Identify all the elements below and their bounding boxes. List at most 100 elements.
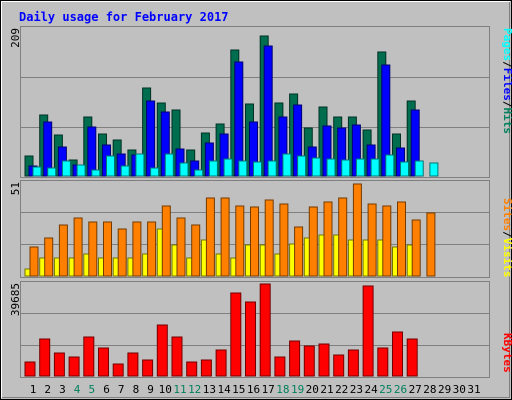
panel-visits-sites-bars: [24, 183, 436, 277]
bar-kbytes-day-3: [53, 352, 65, 377]
bar-sites-day-12: [191, 224, 201, 277]
ylabel-hits: Hits: [501, 108, 512, 135]
x-tick-label-26: 26: [394, 383, 407, 396]
bar-kbytes-day-13: [200, 359, 212, 377]
x-tick-label-5: 5: [88, 383, 95, 396]
bar-pages-day-9: [150, 167, 160, 177]
bar-pages-day-6: [106, 155, 115, 177]
bar-sites-day-13: [205, 197, 215, 277]
panel-hits-files-pages-ylabel: Pages/Files/Hits: [501, 28, 512, 134]
bar-kbytes-day-21: [318, 343, 330, 377]
bar-pages-day-3: [61, 160, 71, 177]
bar-sites-day-11: [176, 217, 186, 277]
bar-kbytes-day-15: [230, 292, 242, 377]
panel-kbytes-ymax: 39685: [9, 283, 22, 316]
bar-kbytes-day-27: [406, 338, 418, 377]
bar-sites-day-20: [308, 206, 318, 277]
bar-pages-day-12: [194, 169, 204, 177]
x-tick-label-30: 30: [453, 383, 466, 396]
bar-sites-day-18: [279, 203, 289, 277]
bar-pages-day-1: [32, 166, 42, 177]
bar-pages-day-18: [282, 153, 292, 177]
bar-kbytes-day-26: [392, 331, 403, 377]
chart-title: Daily usage for February 2017: [19, 10, 229, 24]
bar-sites-day-10: [161, 205, 171, 277]
bar-sites-day-4: [73, 217, 83, 277]
bar-pages-day-26: [400, 161, 409, 177]
x-tick-label-27: 27: [409, 383, 422, 396]
bar-kbytes-day-24: [362, 285, 374, 377]
bar-pages-day-23: [355, 158, 365, 177]
bar-kbytes-day-11: [171, 336, 183, 377]
x-tick-label-14: 14: [217, 383, 231, 396]
x-tick-label-16: 16: [247, 383, 260, 396]
panel-hits-files-pages-bars: [24, 35, 439, 177]
bar-files-day-15: [234, 61, 244, 177]
ylabel-sep-3: /: [501, 231, 512, 238]
bar-sites-day-3: [58, 224, 68, 277]
bar-pages-day-25: [385, 154, 395, 177]
bar-pages-day-13: [208, 160, 218, 177]
panel-kbytes-bars: [24, 283, 418, 377]
bar-pages-day-10: [164, 153, 174, 177]
bar-pages-day-11: [179, 162, 189, 177]
bar-sites-day-17: [264, 199, 274, 277]
x-tick-label-23: 23: [350, 383, 363, 396]
bar-kbytes-day-25: [377, 347, 389, 377]
bar-kbytes-day-14: [215, 349, 227, 377]
bar-pages-day-2: [47, 167, 57, 177]
bar-files-day-9: [146, 100, 156, 177]
x-tick-label-10: 10: [159, 383, 172, 396]
bar-pages-day-4: [76, 164, 86, 177]
bar-pages-day-27: [414, 160, 424, 177]
ylabel-sites: Sites: [501, 198, 512, 231]
x-tick-label-17: 17: [262, 383, 275, 396]
x-tick-label-20: 20: [306, 383, 319, 396]
x-tick-label-18: 18: [276, 383, 289, 396]
bar-pages-day-7: [120, 165, 130, 177]
bar-kbytes-day-18: [274, 356, 286, 377]
x-tick-label-2: 2: [44, 383, 51, 396]
bar-kbytes-day-19: [289, 340, 301, 377]
x-tick-label-11: 11: [173, 383, 186, 396]
panel-visits-sites: 51 Sites/Visits: [9, 180, 512, 278]
x-tick-label-3: 3: [59, 383, 66, 396]
bar-pages-day-15: [238, 160, 248, 177]
bar-pages-day-22: [341, 159, 351, 177]
x-tick-label-29: 29: [438, 383, 451, 396]
bar-sites-day-9: [147, 221, 157, 277]
bar-pages-day-5: [91, 169, 101, 177]
ylabel-files: Files: [501, 68, 512, 101]
bar-pages-day-19: [297, 155, 307, 177]
bar-kbytes-day-2: [39, 338, 51, 377]
x-tick-label-28: 28: [423, 383, 436, 396]
bar-pages-day-21: [326, 158, 336, 177]
bar-sites-day-24: [367, 203, 377, 277]
bar-pages-day-24: [370, 158, 380, 177]
x-tick-label-15: 15: [232, 383, 245, 396]
bar-kbytes-day-20: [303, 345, 315, 377]
x-axis-labels: 1 2 3 4 5 6 7 8 9 10 11 12 13 14 15 16 17 18 19 20 21 22 23 24 2…: [30, 383, 481, 396]
x-tick-label-13: 13: [203, 383, 216, 396]
ylabel-sep-1: /: [501, 61, 512, 68]
bar-pages-day-16: [253, 161, 262, 177]
bar-sites-day-14: [220, 197, 230, 277]
panel-hits-files-pages-ymax: 209: [9, 28, 22, 48]
x-tick-label-22: 22: [335, 383, 348, 396]
panel-kbytes-ylabel: KBytes: [501, 333, 512, 373]
ylabel-visits: Visits: [501, 238, 512, 278]
x-tick-label-9: 9: [147, 383, 154, 396]
bar-kbytes-day-22: [333, 354, 345, 377]
bar-sites-day-22: [338, 197, 348, 277]
bar-kbytes-day-5: [83, 336, 95, 377]
bar-sites-day-1: [29, 246, 39, 277]
bar-pages-day-28: [429, 162, 439, 177]
x-tick-label-6: 6: [103, 383, 110, 396]
x-tick-label-1: 1: [30, 383, 37, 396]
bar-kbytes-day-9: [142, 359, 154, 377]
bar-kbytes-day-10: [156, 324, 168, 377]
bar-sites-day-2: [44, 237, 54, 277]
bar-pages-day-14: [223, 158, 233, 177]
bar-kbytes-day-16: [245, 301, 256, 377]
ylabel-pages: Pages: [501, 28, 512, 61]
